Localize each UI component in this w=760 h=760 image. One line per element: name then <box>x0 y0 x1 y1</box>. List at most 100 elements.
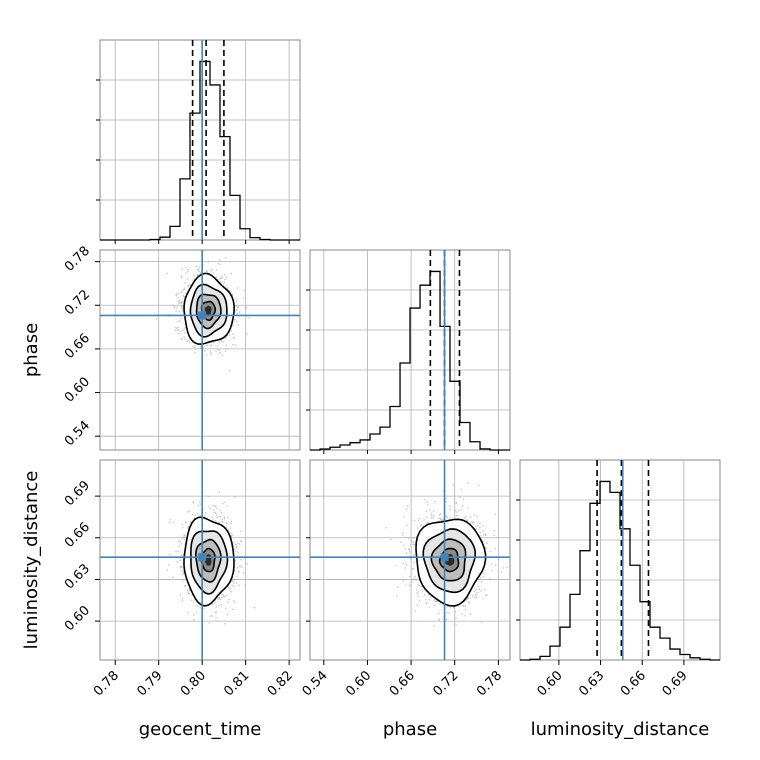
sample-point <box>236 309 238 311</box>
sample-point <box>197 505 200 507</box>
sample-point <box>421 590 424 592</box>
sample-point <box>182 289 184 291</box>
sample-point <box>178 299 181 302</box>
sample-point <box>420 585 423 588</box>
sample-point <box>179 566 182 569</box>
sample-point <box>479 522 481 525</box>
sample-point <box>206 270 208 273</box>
sample-point <box>172 304 174 307</box>
sample-point <box>402 579 404 582</box>
sample-point <box>235 320 238 323</box>
sample-point <box>238 565 241 568</box>
sample-point <box>202 607 205 610</box>
sample-point <box>224 337 227 339</box>
sample-point <box>242 572 245 574</box>
sample-point <box>180 543 183 545</box>
histogram-step-line <box>100 60 300 241</box>
sample-point <box>506 566 508 569</box>
sample-point <box>414 609 417 612</box>
sample-point <box>197 268 199 271</box>
sample-point <box>168 563 170 566</box>
sample-point <box>210 268 213 271</box>
sample-point <box>452 484 455 486</box>
sample-point <box>235 582 238 585</box>
sample-point <box>235 305 238 308</box>
sample-point <box>187 270 189 273</box>
sample-point <box>237 324 240 326</box>
sample-point <box>217 262 220 265</box>
sample-point <box>464 609 466 611</box>
sample-point <box>466 598 468 601</box>
truth-marker <box>440 553 449 562</box>
sample-point <box>179 540 181 542</box>
sample-point <box>180 290 183 293</box>
sample-point <box>188 510 190 512</box>
sample-point <box>474 589 477 591</box>
sample-point <box>219 278 221 280</box>
sample-point <box>464 605 467 607</box>
sample-point <box>461 613 464 615</box>
sample-point <box>238 584 241 587</box>
sample-point <box>217 604 220 607</box>
sample-point <box>179 330 182 333</box>
sample-point <box>187 511 189 513</box>
sample-point <box>177 297 180 299</box>
sample-point <box>494 513 497 516</box>
sample-point <box>197 273 199 275</box>
sample-point <box>233 541 235 544</box>
sample-point <box>219 515 222 518</box>
sample-point <box>490 563 493 565</box>
sample-point <box>198 266 201 268</box>
sample-point <box>223 282 225 285</box>
contour-line <box>190 530 229 595</box>
sample-point <box>177 326 180 329</box>
sample-point <box>482 598 484 600</box>
sample-point <box>181 523 183 526</box>
sample-point <box>214 520 217 522</box>
sample-point <box>471 594 474 597</box>
sample-point <box>475 528 477 531</box>
sample-point <box>178 292 180 295</box>
hist-panel-geocent-time <box>96 39 301 241</box>
sample-point <box>185 521 187 524</box>
sample-point <box>489 578 491 580</box>
sample-point <box>449 505 451 508</box>
sample-point <box>427 593 430 596</box>
sample-point <box>462 498 465 500</box>
sample-point <box>199 503 202 506</box>
contour-line <box>438 547 460 573</box>
sample-point <box>416 527 419 529</box>
sample-point <box>189 520 192 523</box>
sample-point <box>428 606 430 609</box>
sample-point <box>461 504 464 507</box>
sample-point <box>432 517 435 519</box>
sample-point <box>494 564 497 566</box>
sample-point <box>430 595 432 598</box>
sample-point <box>187 592 190 594</box>
sample-point <box>464 599 467 602</box>
contour-line <box>430 538 467 582</box>
sample-point <box>460 488 463 491</box>
sample-point <box>482 525 484 527</box>
sample-point <box>185 585 187 587</box>
panel-content <box>100 460 300 660</box>
sample-point <box>244 584 246 587</box>
sample-point <box>212 341 215 344</box>
scatter-panel-phase-luminosity-distance <box>309 459 511 661</box>
sample-point <box>484 588 486 591</box>
sample-point <box>445 515 448 517</box>
sample-point <box>221 354 223 357</box>
sample-point <box>458 509 460 512</box>
sample-point <box>225 522 228 524</box>
sample-point <box>175 310 177 312</box>
sample-point <box>410 539 413 542</box>
sample-point <box>475 594 478 597</box>
sample-point <box>445 611 448 614</box>
sample-point <box>412 537 415 539</box>
sample-point <box>235 575 238 578</box>
sample-point <box>253 606 256 609</box>
sample-point <box>218 491 221 493</box>
sample-point <box>184 331 186 334</box>
sample-point <box>181 308 184 310</box>
